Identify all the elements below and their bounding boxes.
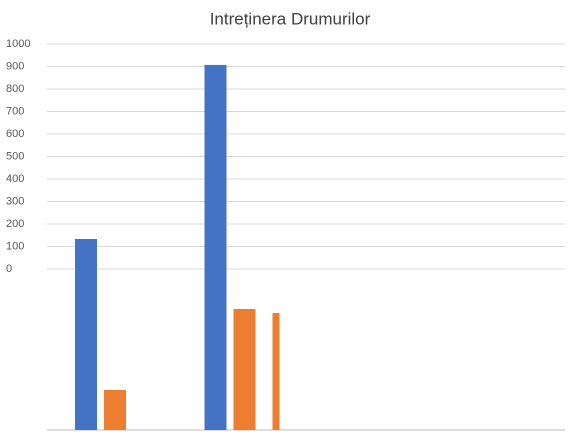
y-tick-label: 100 <box>6 240 24 252</box>
bar <box>272 313 280 430</box>
bar <box>204 64 227 430</box>
y-tick-label: 500 <box>6 150 24 162</box>
y-tick-label: 800 <box>6 83 24 95</box>
chart-title: Intreținera Drumurilor <box>210 9 371 28</box>
y-tick-label: 300 <box>6 195 24 207</box>
y-tick-label: 200 <box>6 218 24 230</box>
y-tick-label: 1000 <box>6 38 30 50</box>
y-tick-label: 700 <box>6 105 24 117</box>
y-tick-label: 0 <box>6 263 12 275</box>
y-tick-label: 400 <box>6 173 24 185</box>
bar <box>75 239 97 430</box>
y-tick-label: 600 <box>6 128 24 140</box>
y-tick-label: 900 <box>6 60 24 72</box>
bar <box>104 389 126 430</box>
bar <box>233 308 256 430</box>
